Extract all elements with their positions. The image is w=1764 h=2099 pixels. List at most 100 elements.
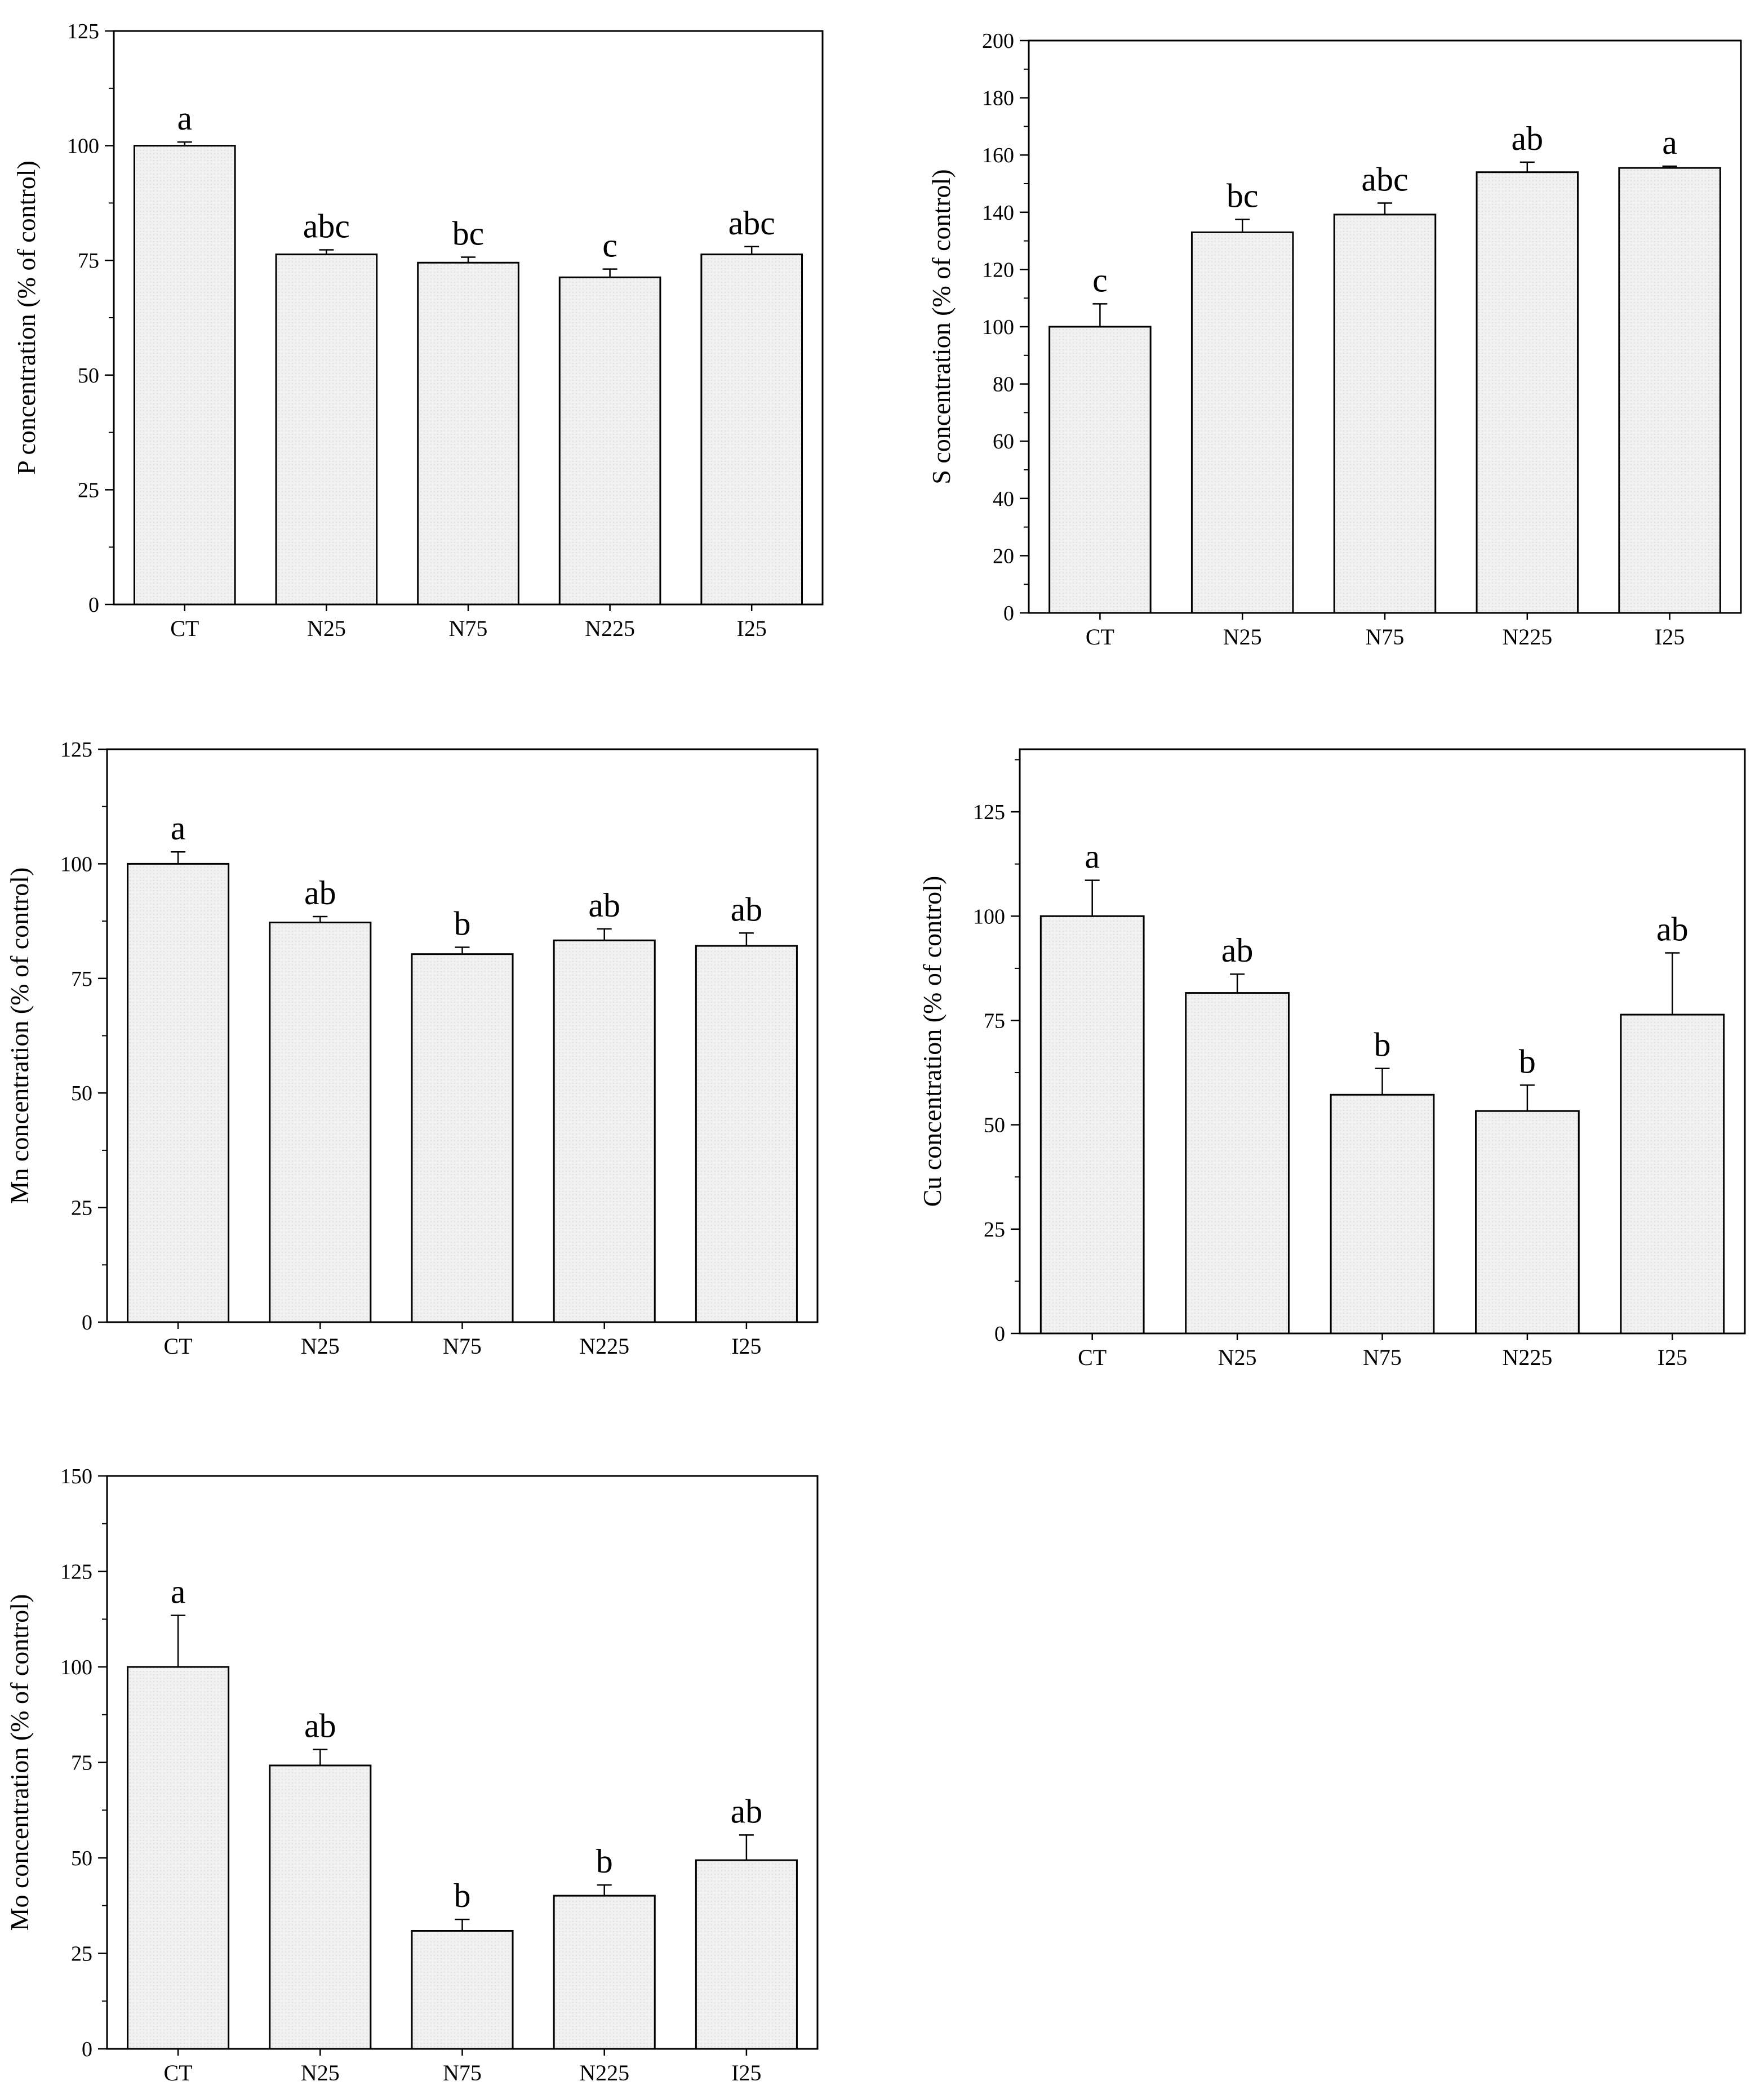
chart-panel-3: a CT ab N25 b N75 ab N225 ab I25 0 25 50 75 100 125 Mn c… xyxy=(5,738,819,1359)
y-tick-label: 75 xyxy=(984,1009,1005,1033)
y-tick-label: 25 xyxy=(984,1218,1005,1242)
bar-N225 xyxy=(553,1895,656,2050)
y-axis-title: S concentration (% of control) xyxy=(927,169,956,484)
y-tick-label: 40 xyxy=(993,487,1014,511)
x-tick-label-N225: N225 xyxy=(1502,1345,1552,1370)
y-tick-label: 125 xyxy=(67,20,99,43)
significance-letter-N225: c xyxy=(602,227,617,264)
y-tick-label: 50 xyxy=(78,364,99,388)
significance-letter-N75: abc xyxy=(1361,161,1408,198)
chart-panel-1: a CT abc N25 bc N75 c N225 abc I25 0 25 50 75 100 125 P … xyxy=(12,20,824,641)
bar-CT xyxy=(1048,326,1152,614)
significance-letter-I25: ab xyxy=(731,891,763,928)
bar-N225 xyxy=(1476,171,1579,614)
y-tick-label: 125 xyxy=(973,801,1005,824)
significance-letter-CT: a xyxy=(177,100,192,137)
y-tick-label: 0 xyxy=(82,2038,92,2061)
significance-letter-N25: ab xyxy=(1221,932,1254,969)
y-tick-label: 125 xyxy=(60,1560,92,1584)
y-tick-label: 25 xyxy=(71,1197,92,1220)
x-tick-label-I25: I25 xyxy=(737,616,767,641)
y-tick-label: 100 xyxy=(973,905,1005,928)
y-tick-label: 75 xyxy=(71,967,92,991)
y-tick-label: 140 xyxy=(982,201,1014,225)
x-tick-label-N25: N25 xyxy=(1218,1345,1257,1370)
significance-letter-CT: a xyxy=(1085,838,1100,875)
x-tick-label-N225: N225 xyxy=(579,1333,629,1359)
y-axis-title: P concentration (% of control) xyxy=(12,161,41,475)
significance-letter-N75: b xyxy=(454,905,471,942)
bar-CT xyxy=(1039,915,1145,1335)
y-tick-label: 25 xyxy=(78,478,99,502)
bar-N225 xyxy=(558,276,661,606)
x-tick-label-CT: CT xyxy=(164,2060,193,2085)
y-axis-title: Cu concentration (% of control) xyxy=(918,876,947,1207)
y-tick-label: 200 xyxy=(982,29,1014,53)
bar-N25 xyxy=(269,922,372,1323)
chart-panel-2: c CT bc N25 abc N75 ab N225 a I25 0 20 40 60 80 100 120 1… xyxy=(927,29,1742,650)
significance-letter-I25: ab xyxy=(1656,910,1689,948)
x-tick-label-I25: I25 xyxy=(1658,1345,1687,1370)
bar-I25 xyxy=(1618,167,1721,614)
significance-letter-CT: a xyxy=(171,1573,186,1610)
y-tick-label: 50 xyxy=(984,1114,1005,1137)
significance-letter-I25: a xyxy=(1662,124,1677,161)
significance-letter-I25: ab xyxy=(731,1793,763,1830)
bar-I25 xyxy=(1620,1013,1725,1335)
y-tick-label: 60 xyxy=(993,430,1014,453)
y-tick-label: 100 xyxy=(982,315,1014,339)
bar-N25 xyxy=(275,254,378,606)
x-tick-label-N225: N225 xyxy=(585,616,635,641)
x-tick-label-N25: N25 xyxy=(1223,624,1262,650)
y-tick-label: 80 xyxy=(993,373,1014,397)
y-tick-label: 0 xyxy=(994,1322,1005,1346)
x-tick-label-N25: N25 xyxy=(307,616,346,641)
x-tick-label-N25: N25 xyxy=(301,2060,340,2085)
bar-N75 xyxy=(417,261,519,606)
y-tick-label: 180 xyxy=(982,87,1014,110)
significance-letter-CT: c xyxy=(1092,261,1108,299)
significance-letter-N225: ab xyxy=(1511,120,1543,157)
bar-I25 xyxy=(700,254,803,606)
x-tick-label-CT: CT xyxy=(1078,1345,1107,1370)
bar-N75 xyxy=(1330,1093,1435,1335)
chart-panel-5: a CT ab N25 b N75 b N225 ab I25 0 25 50 75 100 125 150 Mo… xyxy=(5,1465,819,2085)
significance-letter-N225: b xyxy=(596,1843,613,1880)
bar-I25 xyxy=(695,945,798,1323)
y-tick-label: 75 xyxy=(78,249,99,273)
significance-letter-N225: b xyxy=(1519,1043,1536,1080)
x-tick-label-N75: N75 xyxy=(443,2060,482,2085)
bar-N25 xyxy=(1185,992,1290,1335)
bar-N25 xyxy=(1190,231,1294,614)
bar-CT xyxy=(127,862,230,1323)
x-tick-label-I25: I25 xyxy=(1655,624,1685,650)
x-tick-label-I25: I25 xyxy=(731,2060,761,2085)
significance-letter-N25: bc xyxy=(1227,177,1259,215)
bar-I25 xyxy=(695,1859,798,2050)
significance-letter-N225: ab xyxy=(588,887,620,924)
y-tick-label: 50 xyxy=(71,1082,92,1105)
x-tick-label-CT: CT xyxy=(1086,624,1114,650)
y-tick-label: 25 xyxy=(71,1942,92,1966)
bar-N75 xyxy=(1333,214,1437,614)
bar-N225 xyxy=(553,939,656,1323)
significance-letter-N75: b xyxy=(1374,1026,1391,1064)
y-tick-label: 0 xyxy=(82,1311,92,1335)
significance-letter-N75: bc xyxy=(452,215,485,252)
significance-letter-I25: abc xyxy=(728,204,775,242)
y-tick-label: 75 xyxy=(71,1751,92,1775)
significance-letter-N75: b xyxy=(454,1877,471,1914)
significance-letter-CT: a xyxy=(171,810,186,847)
y-axis-title: Mo concentration (% of control) xyxy=(5,1594,34,1931)
x-tick-label-N75: N75 xyxy=(443,1333,482,1359)
y-tick-label: 0 xyxy=(1003,602,1014,625)
y-tick-label: 160 xyxy=(982,144,1014,167)
significance-letter-N25: ab xyxy=(304,874,336,911)
bar-N225 xyxy=(1475,1110,1580,1335)
significance-letter-N25: abc xyxy=(303,207,350,244)
x-tick-label-N75: N75 xyxy=(1363,1345,1402,1370)
y-tick-label: 50 xyxy=(71,1847,92,1870)
x-tick-label-N225: N225 xyxy=(1502,624,1552,650)
y-tick-label: 100 xyxy=(60,852,92,876)
